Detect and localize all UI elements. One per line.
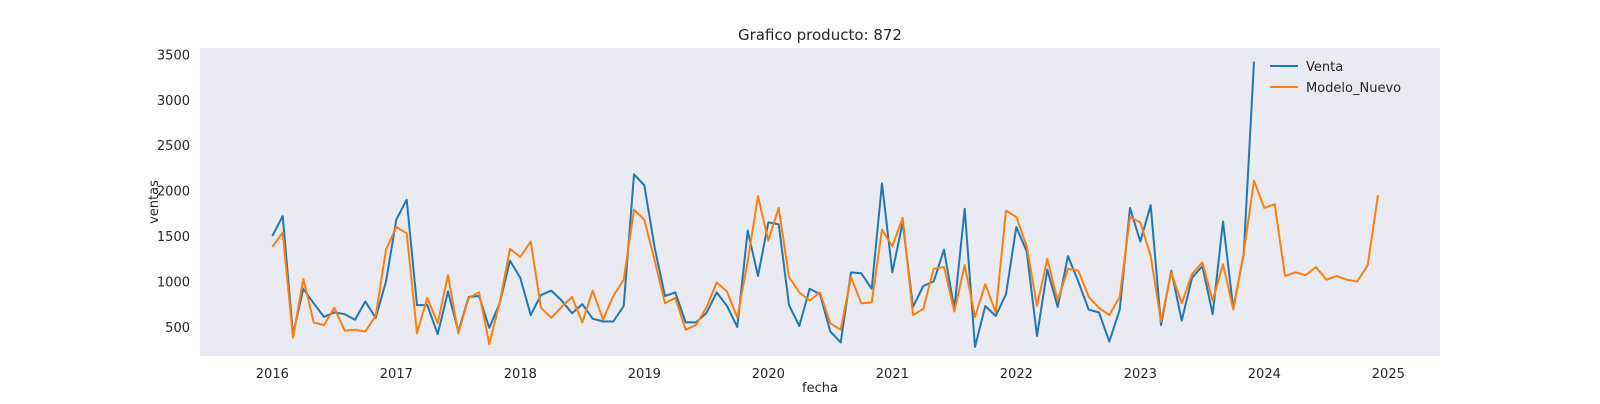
series-line-modelo-nuevo (271, 179, 1379, 346)
x-tick-label: 2022 (1000, 367, 1033, 382)
x-tick-label: 2020 (752, 367, 785, 382)
y-tick-label: 1000 (157, 275, 190, 290)
x-tick-label: 2018 (504, 367, 537, 382)
y-tick-label: 2500 (157, 139, 190, 154)
y-tick-label: 3000 (157, 94, 190, 109)
x-tick-label: 2017 (380, 367, 413, 382)
x-tick-label: 2016 (256, 367, 289, 382)
series-line-venta (271, 61, 1255, 348)
plot-area (200, 48, 1440, 356)
x-axis-ticks: 2016 2017 2018 2019 2020 2021 2022 2023 2024 2025 (256, 367, 1405, 382)
legend: Venta Modelo_Nuevo (1270, 60, 1401, 96)
y-tick-label: 3500 (157, 48, 190, 63)
y-tick-label: 1500 (157, 230, 190, 245)
x-tick-label: 2024 (1248, 367, 1281, 382)
chart-title: Grafico producto: 872 (738, 26, 902, 44)
y-axis-ticks: 500 1000 1500 2000 2500 3000 3500 (157, 48, 190, 336)
y-tick-label: 2000 (157, 185, 190, 200)
series-layer (271, 61, 1379, 348)
x-tick-label: 2021 (876, 367, 909, 382)
y-axis-label: ventas (147, 180, 162, 224)
legend-label: Venta (1306, 60, 1343, 75)
x-tick-label: 2019 (628, 367, 661, 382)
y-tick-label: 500 (165, 321, 190, 336)
x-tick-label: 2025 (1372, 367, 1405, 382)
legend-label: Modelo_Nuevo (1306, 81, 1401, 96)
x-tick-label: 2023 (1124, 367, 1157, 382)
x-axis-label: fecha (802, 381, 838, 396)
